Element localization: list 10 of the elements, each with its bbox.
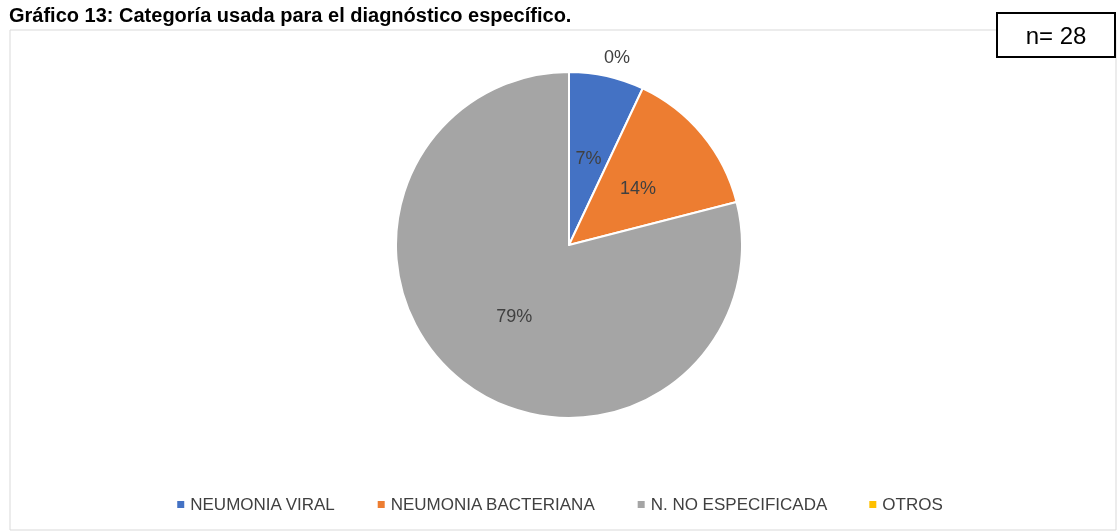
legend-label: N. NO ESPECIFICADA [650, 495, 828, 514]
data-label: 7% [575, 147, 602, 168]
text: n= 28 [1025, 21, 1087, 49]
legend-label: NEUMONIA BACTERIANA [390, 495, 596, 514]
data-label: 79% [496, 305, 533, 326]
data-label: 14% [619, 177, 656, 198]
legend-label: NEUMONIA VIRAL [190, 495, 335, 514]
text: 0% [604, 47, 631, 67]
legend-label: OTROS [882, 495, 943, 514]
chart-title: Gráfico 13: Categoría usada para el diagnóstico específico. [9, 4, 572, 26]
